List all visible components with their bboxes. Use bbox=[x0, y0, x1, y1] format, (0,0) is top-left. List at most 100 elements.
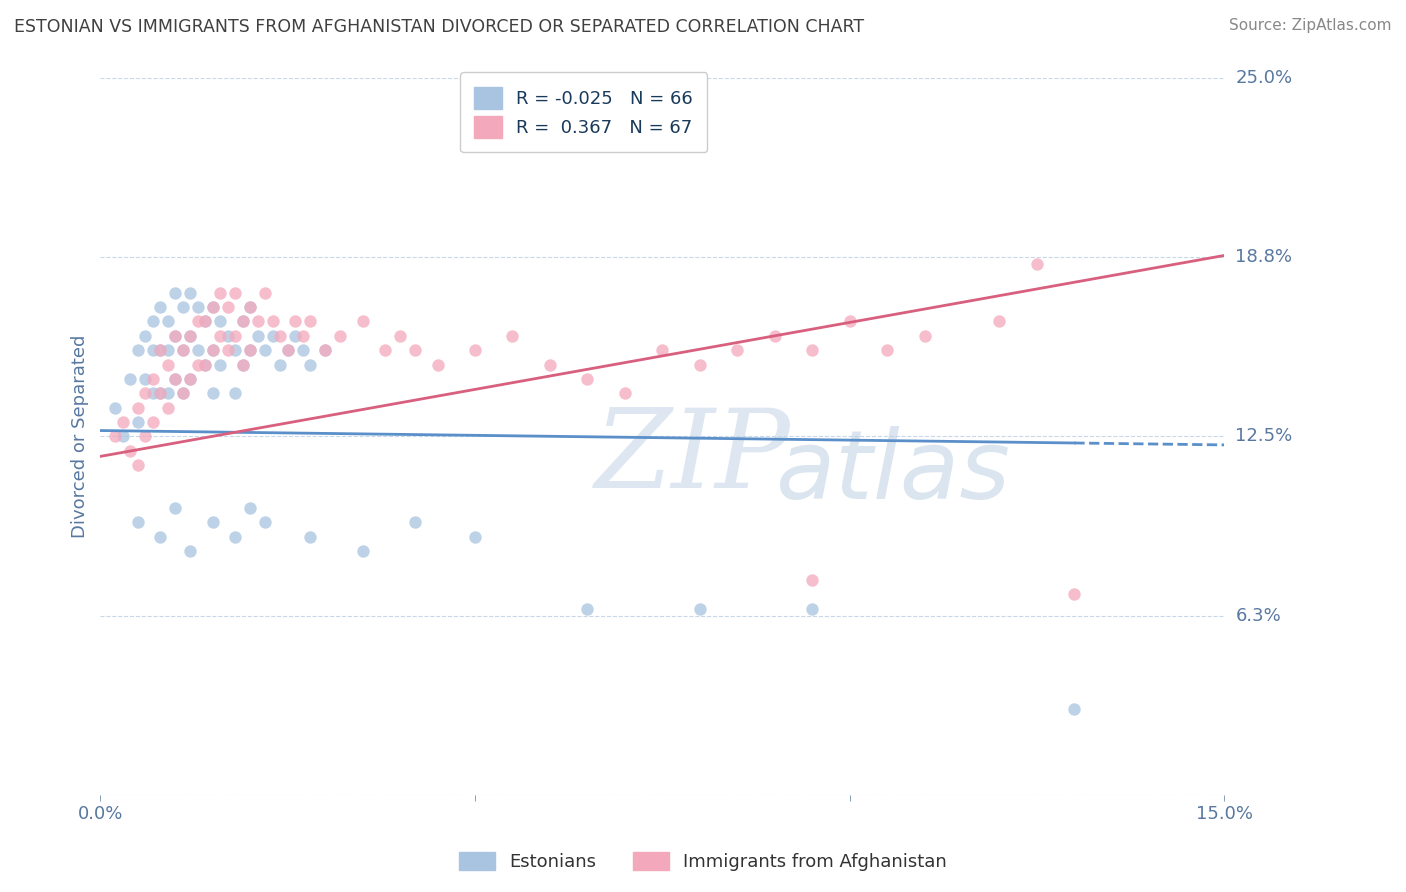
Point bbox=[104, 401, 127, 415]
Point bbox=[209, 285, 232, 300]
Point bbox=[142, 343, 165, 358]
Point bbox=[111, 429, 134, 443]
Point bbox=[172, 300, 194, 314]
Point bbox=[254, 516, 277, 530]
Point bbox=[801, 573, 824, 587]
Point bbox=[194, 358, 217, 372]
Point bbox=[299, 314, 322, 328]
Point bbox=[201, 300, 224, 314]
Point bbox=[165, 501, 187, 516]
Point bbox=[127, 458, 149, 472]
Point bbox=[127, 415, 149, 429]
Point bbox=[404, 516, 426, 530]
Legend: R = -0.025   N = 66, R =  0.367   N = 67: R = -0.025 N = 66, R = 0.367 N = 67 bbox=[460, 72, 707, 153]
Point bbox=[142, 314, 165, 328]
Point bbox=[801, 343, 824, 358]
Point bbox=[201, 300, 224, 314]
Point bbox=[156, 358, 179, 372]
Point bbox=[389, 328, 412, 343]
Y-axis label: Divorced or Separated: Divorced or Separated bbox=[72, 334, 89, 538]
Text: atlas: atlas bbox=[775, 425, 1010, 518]
Point bbox=[217, 300, 239, 314]
Point bbox=[224, 530, 246, 544]
Point bbox=[209, 328, 232, 343]
Point bbox=[262, 314, 284, 328]
Point bbox=[329, 328, 352, 343]
Point bbox=[172, 343, 194, 358]
Point bbox=[120, 443, 142, 458]
Point bbox=[179, 544, 201, 558]
Point bbox=[232, 314, 254, 328]
Point bbox=[725, 343, 748, 358]
Point bbox=[120, 372, 142, 386]
Point bbox=[149, 386, 172, 401]
Point bbox=[217, 328, 239, 343]
Point bbox=[246, 314, 269, 328]
Point bbox=[314, 343, 336, 358]
Point bbox=[689, 601, 711, 615]
Point bbox=[876, 343, 898, 358]
Point bbox=[134, 328, 156, 343]
Point bbox=[224, 343, 246, 358]
Point bbox=[239, 343, 262, 358]
Text: 18.8%: 18.8% bbox=[1236, 248, 1292, 266]
Point bbox=[149, 343, 172, 358]
Point bbox=[352, 314, 374, 328]
Point bbox=[613, 386, 636, 401]
Point bbox=[194, 314, 217, 328]
Point bbox=[194, 314, 217, 328]
Point bbox=[201, 386, 224, 401]
Point bbox=[172, 386, 194, 401]
Point bbox=[277, 343, 299, 358]
Text: 25.0%: 25.0% bbox=[1236, 69, 1292, 87]
Point bbox=[179, 372, 201, 386]
Point bbox=[187, 314, 209, 328]
Point bbox=[187, 343, 209, 358]
Point bbox=[127, 516, 149, 530]
Point bbox=[404, 343, 426, 358]
Point bbox=[149, 530, 172, 544]
Point bbox=[156, 314, 179, 328]
Point bbox=[142, 415, 165, 429]
Point bbox=[239, 501, 262, 516]
Point bbox=[374, 343, 396, 358]
Point bbox=[239, 300, 262, 314]
Point bbox=[1063, 587, 1085, 601]
Point bbox=[142, 386, 165, 401]
Point bbox=[277, 343, 299, 358]
Point bbox=[299, 358, 322, 372]
Point bbox=[179, 328, 201, 343]
Point bbox=[165, 285, 187, 300]
Point bbox=[179, 285, 201, 300]
Text: Source: ZipAtlas.com: Source: ZipAtlas.com bbox=[1229, 18, 1392, 33]
Point bbox=[838, 314, 860, 328]
Point bbox=[165, 328, 187, 343]
Point bbox=[209, 314, 232, 328]
Point bbox=[232, 358, 254, 372]
Point bbox=[269, 358, 291, 372]
Point bbox=[1025, 257, 1047, 271]
Point bbox=[426, 358, 449, 372]
Point bbox=[352, 544, 374, 558]
Point bbox=[111, 415, 134, 429]
Point bbox=[254, 343, 277, 358]
Point bbox=[232, 358, 254, 372]
Point bbox=[194, 358, 217, 372]
Point bbox=[156, 343, 179, 358]
Point bbox=[201, 343, 224, 358]
Point bbox=[232, 314, 254, 328]
Point bbox=[538, 358, 561, 372]
Point bbox=[172, 343, 194, 358]
Point bbox=[179, 372, 201, 386]
Point bbox=[284, 328, 307, 343]
Point bbox=[576, 372, 599, 386]
Point bbox=[149, 386, 172, 401]
Point bbox=[689, 358, 711, 372]
Point bbox=[201, 516, 224, 530]
Point bbox=[801, 601, 824, 615]
Point bbox=[262, 328, 284, 343]
Text: 6.3%: 6.3% bbox=[1236, 607, 1281, 624]
Legend: Estonians, Immigrants from Afghanistan: Estonians, Immigrants from Afghanistan bbox=[451, 845, 955, 879]
Point bbox=[156, 401, 179, 415]
Point bbox=[651, 343, 673, 358]
